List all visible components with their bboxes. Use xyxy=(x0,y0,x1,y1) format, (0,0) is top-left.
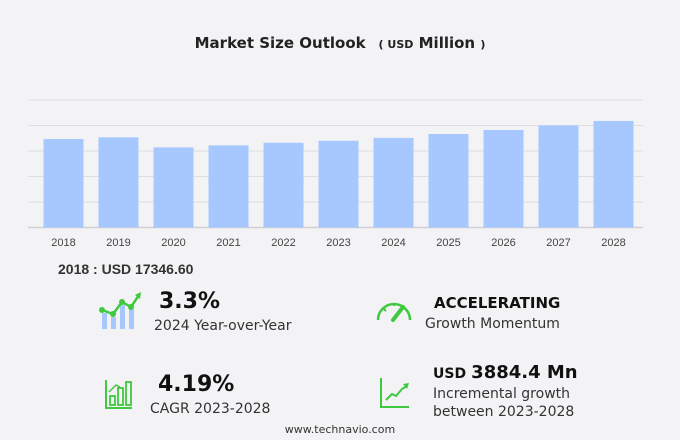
bar-2027 xyxy=(538,125,579,228)
incremental-label-1: Incremental growth xyxy=(433,386,571,402)
incremental-value: USD 3884.4 Mn xyxy=(433,362,578,383)
bar-2020 xyxy=(153,147,194,228)
title-paren-open: ( xyxy=(378,38,384,51)
x-tick-label: 2021 xyxy=(216,237,240,249)
incremental-label-2: between 2023-2028 xyxy=(433,404,575,420)
cagr-value: 4.19% xyxy=(158,372,235,397)
bar-2023 xyxy=(318,140,359,228)
x-tick-label: 2024 xyxy=(381,237,405,249)
x-tick-label: 2020 xyxy=(161,237,185,249)
footer-url: www.technavio.com xyxy=(284,423,396,436)
x-tick-label: 2019 xyxy=(106,237,130,249)
yoy-label: 2024 Year-over-Year xyxy=(154,318,292,334)
line-growth-icon xyxy=(380,378,409,408)
bar-chart-icon xyxy=(105,380,132,409)
x-tick-label: 2022 xyxy=(271,237,295,249)
title-main: Market Size Outlook xyxy=(194,34,366,52)
x-tick-label: 2028 xyxy=(601,237,625,249)
bar-2021 xyxy=(208,145,249,228)
bar-2018 xyxy=(43,139,84,228)
speedometer-icon xyxy=(376,302,412,322)
momentum-value: ACCELERATING xyxy=(434,294,561,312)
x-tick-label: 2023 xyxy=(326,237,350,249)
bar-2024 xyxy=(373,137,414,228)
base-value-label: 2018 : USD 17346.60 xyxy=(58,261,194,277)
bar-2022 xyxy=(263,142,304,228)
cagr-label: CAGR 2023-2028 xyxy=(150,401,271,417)
chart-title: Market Size Outlook ( USD Million ) xyxy=(0,34,680,52)
bar-2025 xyxy=(428,134,469,228)
yoy-value: 3.3% xyxy=(159,289,221,314)
bar-chart: 2018 2019 2020 2021 2022 2023 2024 2025 2026 2027… xyxy=(28,99,643,249)
momentum-label: Growth Momentum xyxy=(425,316,560,332)
title-unit: USD xyxy=(387,38,414,51)
bar-2019 xyxy=(98,137,139,228)
incremental-currency: USD xyxy=(433,366,467,382)
x-tick-label: 2025 xyxy=(436,237,460,249)
x-tick-label: 2026 xyxy=(491,237,515,249)
incremental-amount: 3884.4 Mn xyxy=(471,362,578,383)
bar-2026 xyxy=(483,129,524,228)
bar-2028 xyxy=(593,120,634,228)
x-tick-label: 2018 xyxy=(51,237,75,249)
x-tick-label: 2027 xyxy=(546,237,570,249)
bar-trend-icon xyxy=(99,292,141,329)
title-scale: Million xyxy=(418,34,476,52)
title-paren-close: ) xyxy=(480,38,486,51)
